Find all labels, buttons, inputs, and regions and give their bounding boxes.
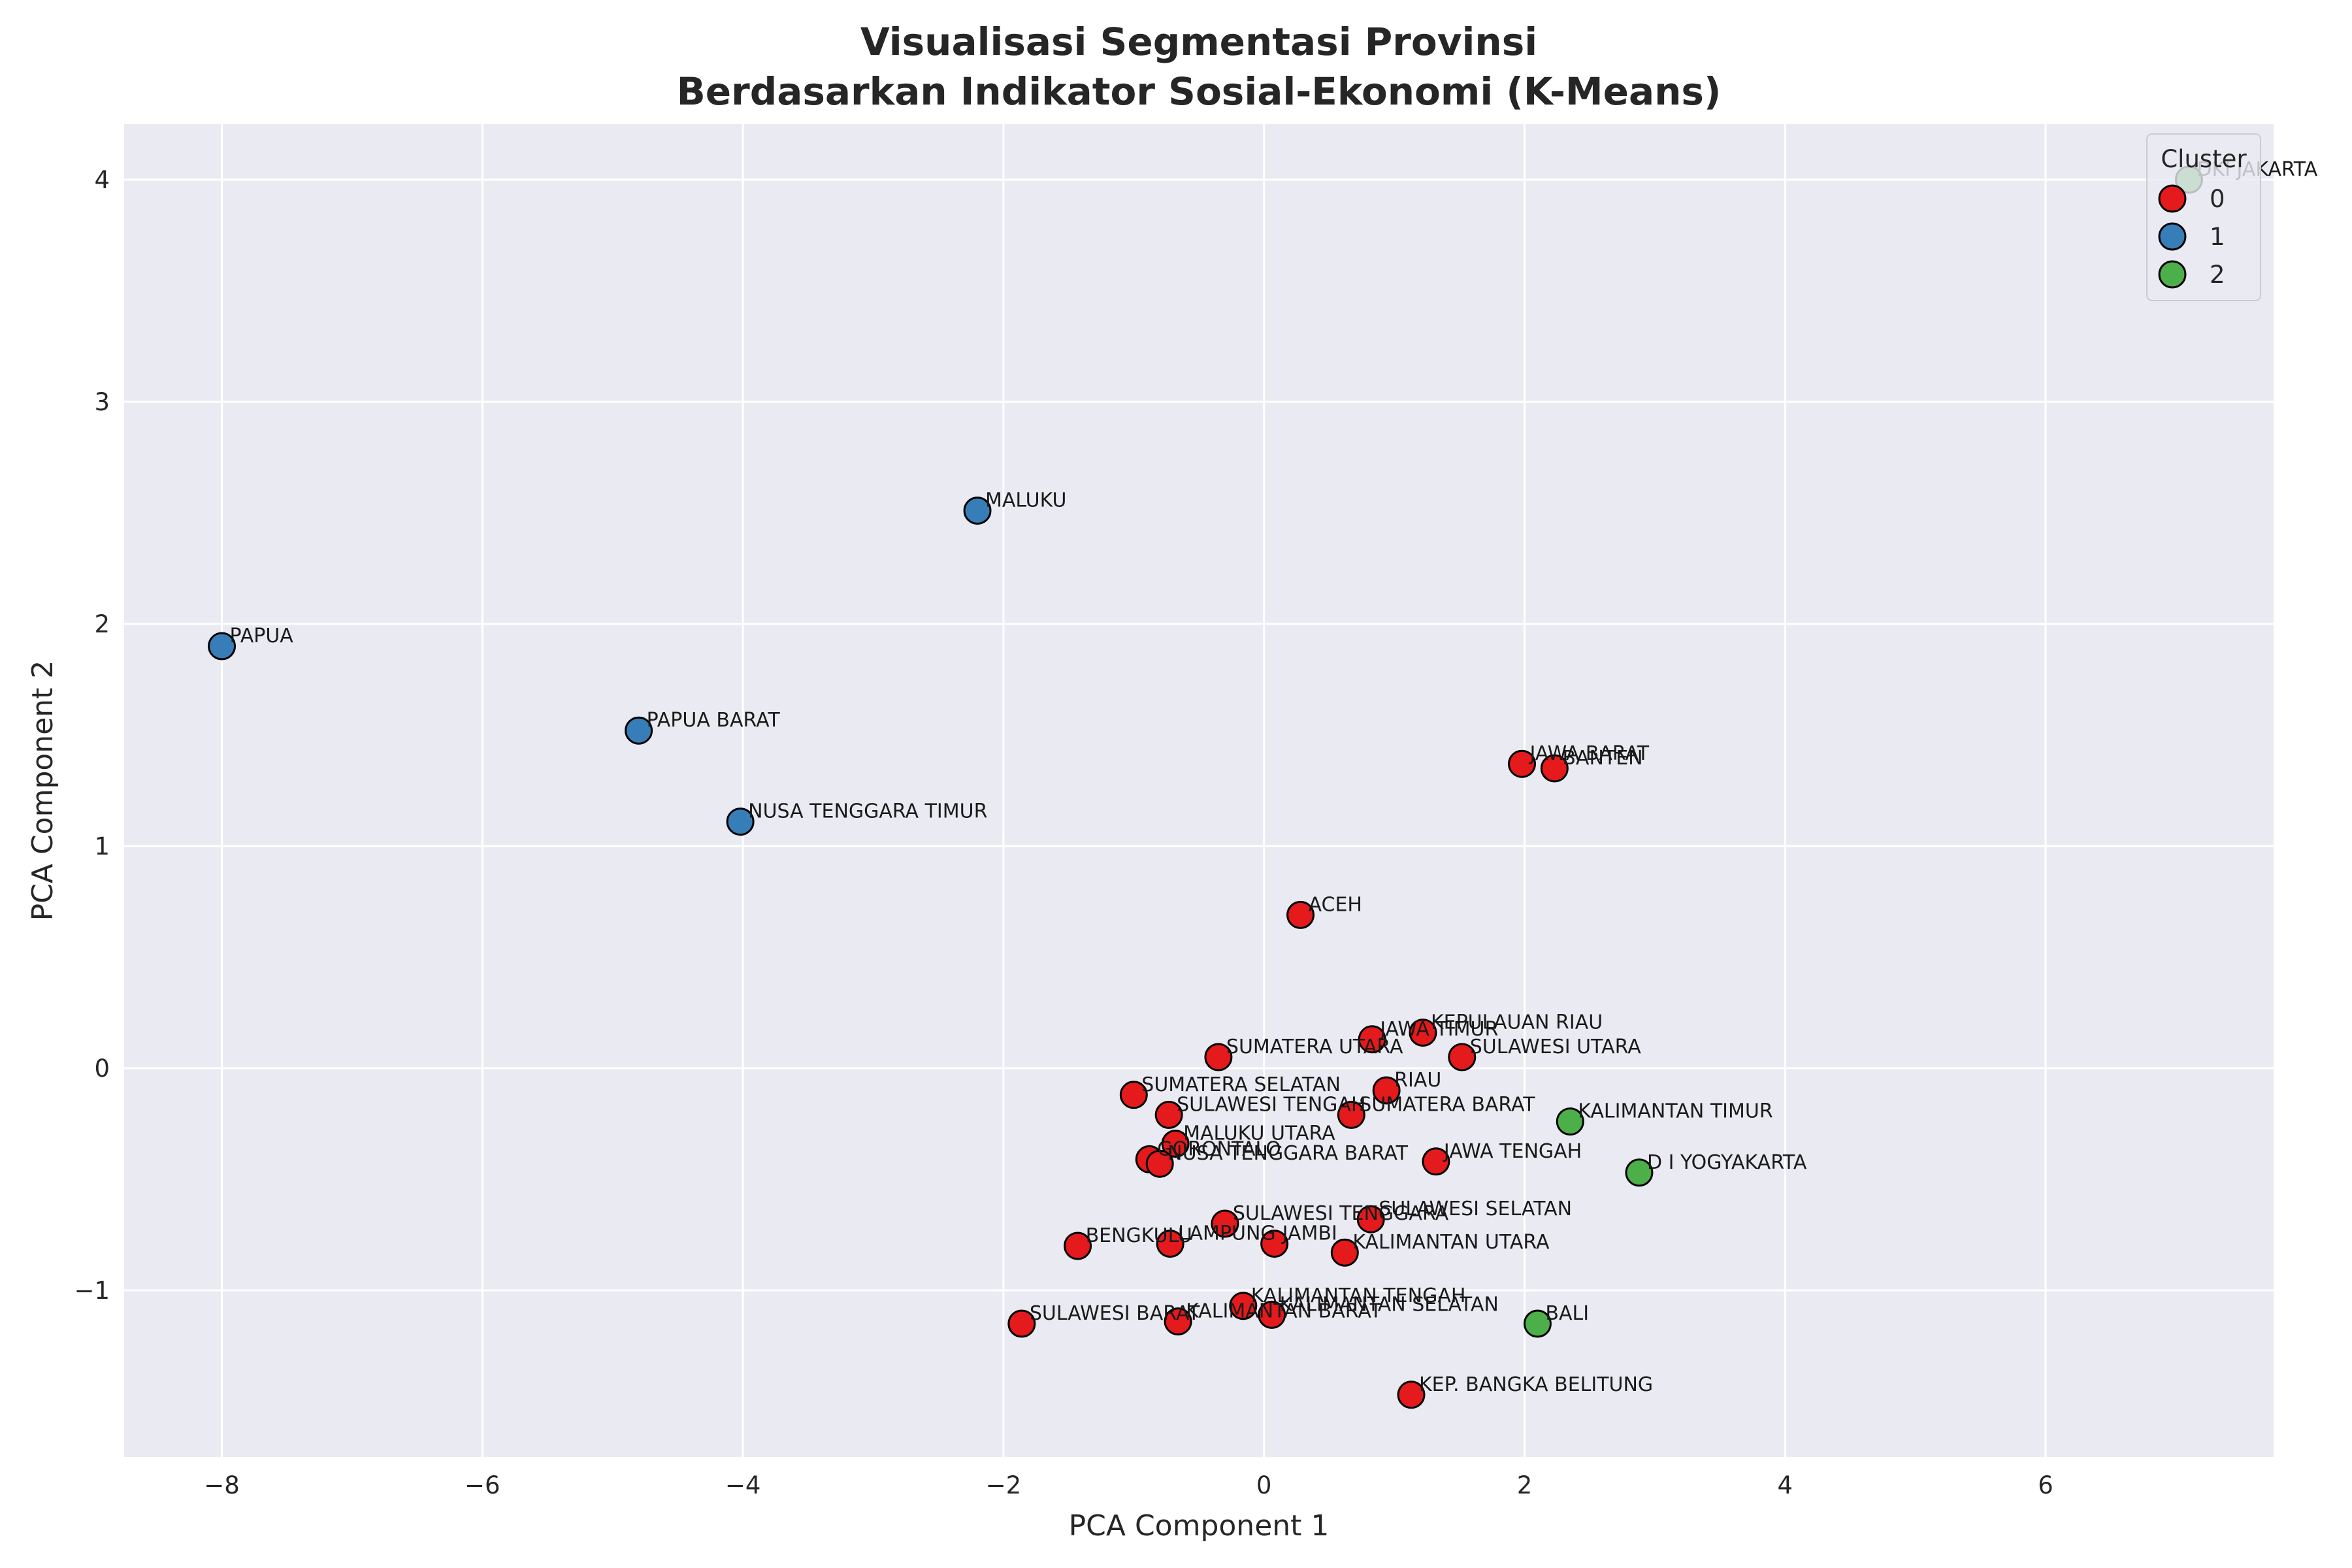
chart-title-line-2: Berdasarkan Indikator Sosial-Ekonomi (K-…	[677, 69, 1722, 114]
data-point	[1523, 1309, 1552, 1338]
x-tick-label: 0	[1256, 1471, 1272, 1499]
x-tick-label: −8	[204, 1471, 240, 1499]
point-label: GORONTALO	[1157, 1137, 1281, 1160]
y-tick-label: 4	[94, 166, 110, 194]
point-label: RIAU	[1394, 1069, 1441, 1092]
point-label: KALIMANTAN BARAT	[1186, 1300, 1382, 1323]
point-label: NUSA TENGGARA BARAT	[1168, 1142, 1408, 1165]
point-label: SULAWESI UTARA	[1470, 1036, 1641, 1058]
legend-box	[2146, 133, 2261, 301]
point-label: NUSA TENGGARA TIMUR	[748, 800, 987, 823]
point-label: PAPUA	[230, 625, 294, 647]
data-point	[1286, 900, 1315, 929]
data-point	[208, 632, 237, 661]
x-tick-label: 6	[2038, 1471, 2053, 1499]
point-label: SULAWESI SELATAN	[1379, 1198, 1572, 1220]
data-point	[726, 808, 755, 836]
data-point	[1154, 1100, 1183, 1129]
data-point	[1625, 1158, 1654, 1187]
data-point	[1164, 1307, 1192, 1336]
y-tick-label: 1	[94, 832, 110, 860]
data-point	[1358, 1025, 1386, 1054]
point-label: KALIMANTAN TENGAH	[1251, 1284, 1466, 1307]
data-point	[1119, 1081, 1148, 1109]
legend-label: 0	[2210, 185, 2225, 213]
point-label: ACEH	[1309, 893, 1362, 916]
scatter-points	[208, 165, 2203, 1409]
data-point	[1258, 1300, 1286, 1329]
data-point	[1204, 1043, 1233, 1071]
data-point	[1156, 1230, 1184, 1258]
x-tick-label: −4	[725, 1471, 761, 1499]
data-point	[1260, 1230, 1289, 1258]
data-point	[1064, 1232, 1092, 1260]
data-point	[1409, 1019, 1437, 1047]
data-point	[1007, 1309, 1036, 1338]
data-point	[1161, 1130, 1190, 1158]
plot-background	[124, 124, 2274, 1457]
point-label: SULAWESI BARAT	[1030, 1302, 1200, 1325]
data-point	[1540, 754, 1569, 783]
point-label: MALUKU	[985, 489, 1066, 512]
x-tick-label: 4	[1777, 1471, 1793, 1499]
x-tick-label: 2	[1517, 1471, 1533, 1499]
point-label: SULAWESI TENGGARA	[1233, 1202, 1449, 1225]
data-point	[1372, 1076, 1401, 1105]
legend-label: 1	[2210, 223, 2225, 251]
data-point	[1556, 1107, 1584, 1136]
point-label: JAWA BARAT	[1528, 742, 1649, 765]
data-point	[1145, 1149, 1174, 1178]
point-label: BANTEN	[1562, 747, 1642, 770]
point-label: JAWA TENGAH	[1443, 1140, 1582, 1163]
legend-marker	[2158, 260, 2187, 289]
data-point	[963, 497, 992, 525]
data-point	[625, 716, 653, 745]
data-point	[1448, 1043, 1477, 1071]
point-label: SUMATERA BARAT	[1359, 1093, 1535, 1116]
y-tick-label: 2	[94, 610, 110, 638]
point-label: KALIMANTAN TIMUR	[1578, 1100, 1772, 1123]
point-label: KEPULAUAN RIAU	[1431, 1011, 1603, 1034]
data-point	[1229, 1292, 1258, 1320]
point-label: BALI	[1545, 1302, 1589, 1325]
point-label: LAMPUNG	[1178, 1222, 1276, 1245]
point-label: JAMBI	[1281, 1222, 1337, 1245]
legend-marker	[2158, 184, 2187, 213]
point-label: SUMATERA UTARA	[1226, 1036, 1403, 1058]
data-point	[1330, 1238, 1359, 1267]
y-tick-label: 0	[94, 1054, 110, 1083]
point-label: SULAWESI TENGAH	[1177, 1093, 1365, 1116]
tick-labels: −8 −6 −4 −2 0 2 4 6 −1 0 1 2 3 4	[74, 166, 2053, 1499]
point-label: PAPUA BARAT	[647, 709, 781, 732]
point-label: KEP. BANGKA BELITUNG	[1419, 1373, 1653, 1396]
x-tick-label: −6	[465, 1471, 500, 1499]
point-label: KALIMANTAN UTARA	[1352, 1231, 1550, 1254]
point-label: JAWA TIMUR	[1379, 1018, 1498, 1041]
data-point	[1337, 1100, 1365, 1129]
data-point	[1397, 1380, 1426, 1409]
grid	[124, 124, 2274, 1457]
legend-label: 2	[2210, 261, 2225, 289]
legend-title: Cluster	[2161, 145, 2247, 173]
data-point	[1356, 1205, 1385, 1233]
y-tick-label: 3	[94, 388, 110, 416]
y-axis-label: PCA Component 2	[26, 661, 59, 921]
point-label: SUMATERA SELATAN	[1141, 1073, 1341, 1096]
legend-marker	[2158, 222, 2187, 251]
data-point	[1211, 1209, 1239, 1238]
point-label: KALIMANTAN SELATAN	[1280, 1293, 1499, 1316]
x-tick-label: −2	[986, 1471, 1022, 1499]
data-point	[1507, 749, 1536, 778]
y-tick-label: −1	[74, 1277, 110, 1305]
chart-title-line-1: Visualisasi Segmentasi Provinsi	[860, 20, 1537, 64]
legend: Cluster 0 1 2	[2146, 133, 2261, 301]
point-label: BENGKULU	[1086, 1224, 1192, 1247]
x-axis-label: PCA Component 1	[1069, 1509, 1330, 1543]
point-label: MALUKU UTARA	[1183, 1122, 1335, 1145]
data-point	[1422, 1147, 1450, 1176]
point-label: D I YOGYAKARTA	[1647, 1151, 1807, 1174]
